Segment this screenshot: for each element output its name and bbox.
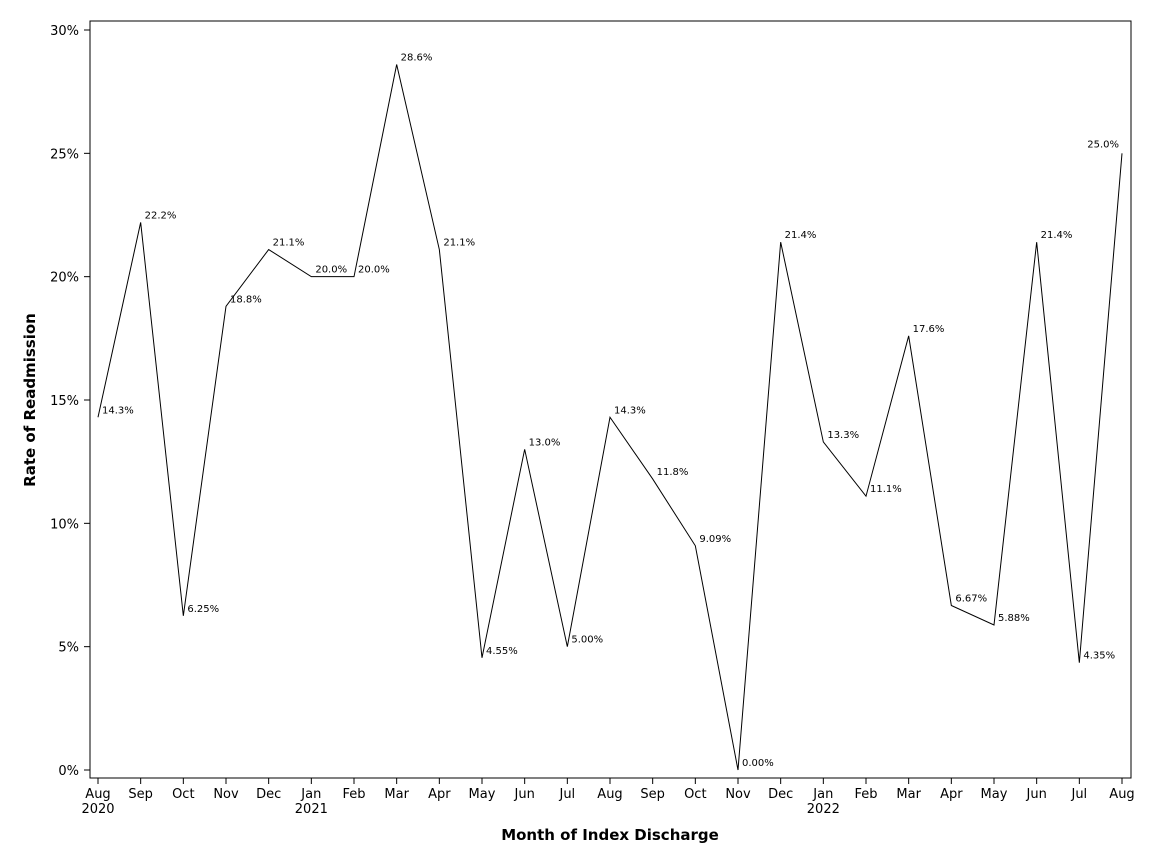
data-label: 5.88% [998, 613, 1030, 624]
data-label: 6.25% [187, 604, 219, 615]
x-tick-label: Apr [428, 787, 451, 802]
data-label: 13.3% [827, 430, 859, 441]
y-axis: 0% 5% 10% 15% 20% 25% 30% [50, 24, 90, 779]
data-label: 21.1% [443, 238, 475, 249]
data-label: 9.09% [699, 534, 731, 545]
y-tick-label: 5% [58, 641, 79, 656]
data-label: 14.3% [102, 405, 134, 416]
y-tick-label: 25% [50, 147, 79, 162]
x-axis-title: Month of Index Discharge [501, 826, 719, 844]
x-tick-label: Sep [128, 787, 153, 802]
x-tick-label: Jan [300, 787, 321, 802]
data-label: 0.00% [742, 758, 774, 769]
data-label: 6.67% [955, 593, 987, 604]
data-label: 14.3% [614, 405, 646, 416]
x-tick-label: May [469, 787, 496, 802]
data-label: 11.1% [870, 484, 902, 495]
data-label: 22.2% [145, 210, 177, 221]
x-tick-label: Aug [85, 787, 110, 802]
data-label: 21.1% [273, 238, 305, 249]
data-labels: 14.3% 22.2% 6.25% 18.8% 21.1% 20.0% 20.0% 28.6%… [102, 53, 1119, 769]
x-tick-label: Jun [1026, 787, 1047, 802]
x-tick-label: Dec [256, 787, 281, 802]
y-tick-label: 30% [50, 24, 79, 39]
data-label: 18.8% [230, 294, 262, 305]
x-tick-label: Apr [940, 787, 963, 802]
data-label: 11.8% [657, 467, 689, 478]
x-tick-label: Oct [172, 787, 194, 802]
data-label: 4.55% [486, 646, 518, 657]
data-label: 28.6% [401, 53, 433, 64]
x-tick-label: Nov [725, 787, 751, 802]
x-tick-label: Feb [342, 787, 365, 802]
x-tick-label: Aug [597, 787, 622, 802]
x-tick-label: Jul [558, 787, 575, 802]
data-label: 13.0% [529, 437, 561, 448]
x-tick-label: Mar [384, 787, 409, 802]
x-tick-label: Jul [1070, 787, 1087, 802]
data-label: 17.6% [913, 324, 945, 335]
x-tick-label: Jan [812, 787, 833, 802]
data-label: 21.4% [785, 230, 817, 241]
x-tick-label: Sep [640, 787, 665, 802]
x-year-label: 2020 [81, 802, 114, 817]
x-tick-label: Jun [514, 787, 535, 802]
x-tick-label: Aug [1109, 787, 1134, 802]
data-label: 25.0% [1087, 139, 1119, 150]
y-tick-label: 20% [50, 271, 79, 286]
y-tick-label: 10% [50, 517, 79, 532]
series-line [97, 64, 1123, 771]
y-tick-label: 0% [58, 764, 79, 779]
data-label: 20.0% [358, 265, 390, 276]
plot-frame [89, 20, 1132, 779]
x-tick-label: Dec [768, 787, 793, 802]
x-tick-label: Oct [684, 787, 706, 802]
x-tick-label: May [981, 787, 1008, 802]
y-tick-label: 15% [50, 394, 79, 409]
x-tick-label: Feb [854, 787, 877, 802]
data-label: 4.35% [1083, 651, 1115, 662]
x-tick-label: Nov [213, 787, 239, 802]
y-axis-title: Rate of Readmission [21, 313, 39, 487]
data-label: 5.00% [571, 635, 603, 646]
data-label: 21.4% [1041, 230, 1073, 241]
x-tick-label: Mar [896, 787, 921, 802]
x-year-label: 2021 [295, 802, 328, 817]
data-label: 20.0% [315, 265, 347, 276]
x-year-label: 2022 [807, 802, 840, 817]
